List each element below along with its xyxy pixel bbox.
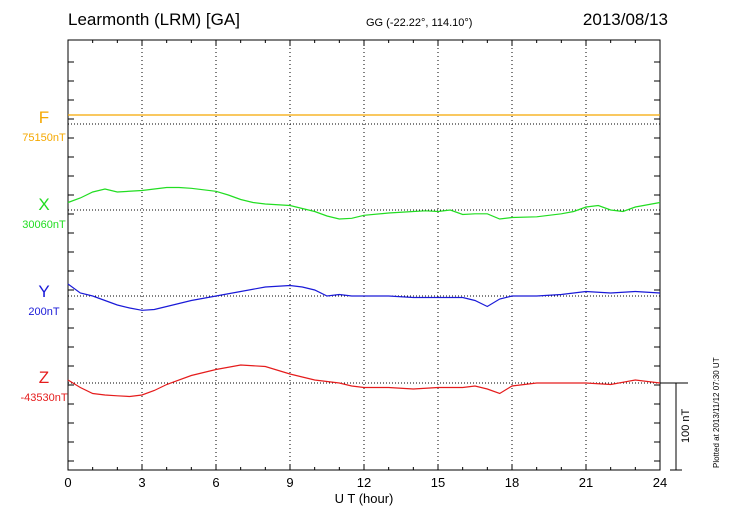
- trace-x: [67, 186, 661, 220]
- x-tick-label: 3: [138, 475, 145, 490]
- x-tick-label: 24: [653, 475, 667, 490]
- series-name-y: Y: [38, 282, 50, 301]
- x-tick-label: 15: [431, 475, 445, 490]
- series-name-f: F: [38, 108, 50, 127]
- geographic-coordinates: GG (-22.22°, 114.10°): [366, 17, 473, 29]
- x-tick-label: 21: [579, 475, 593, 490]
- trace-z: [67, 364, 661, 398]
- x-tick-label: 6: [212, 475, 219, 490]
- scale-bar-label: 100 nT: [680, 408, 692, 443]
- plotted-timestamp: Plotted at 2013/11/12 07:30 UT: [712, 357, 721, 468]
- x-tick-label: 9: [286, 475, 293, 490]
- x-tick-label: 18: [505, 475, 519, 490]
- x-tick-label: 12: [357, 475, 371, 490]
- baseline-label-y: 200nT: [28, 306, 60, 318]
- baseline-label-f: 75150nT: [22, 132, 66, 144]
- x-axis-title: U T (hour): [335, 491, 394, 506]
- series-name-z: Z: [38, 368, 50, 387]
- station-title: Learmonth (LRM) [GA]: [68, 10, 240, 29]
- baseline-label-z: -43530nT: [20, 392, 68, 404]
- trace-y: [67, 283, 661, 311]
- x-tick-label: 0: [64, 475, 71, 490]
- baseline-label-x: 30060nT: [22, 219, 66, 231]
- plot-date: 2013/08/13: [582, 10, 668, 29]
- series-name-x: X: [38, 195, 50, 214]
